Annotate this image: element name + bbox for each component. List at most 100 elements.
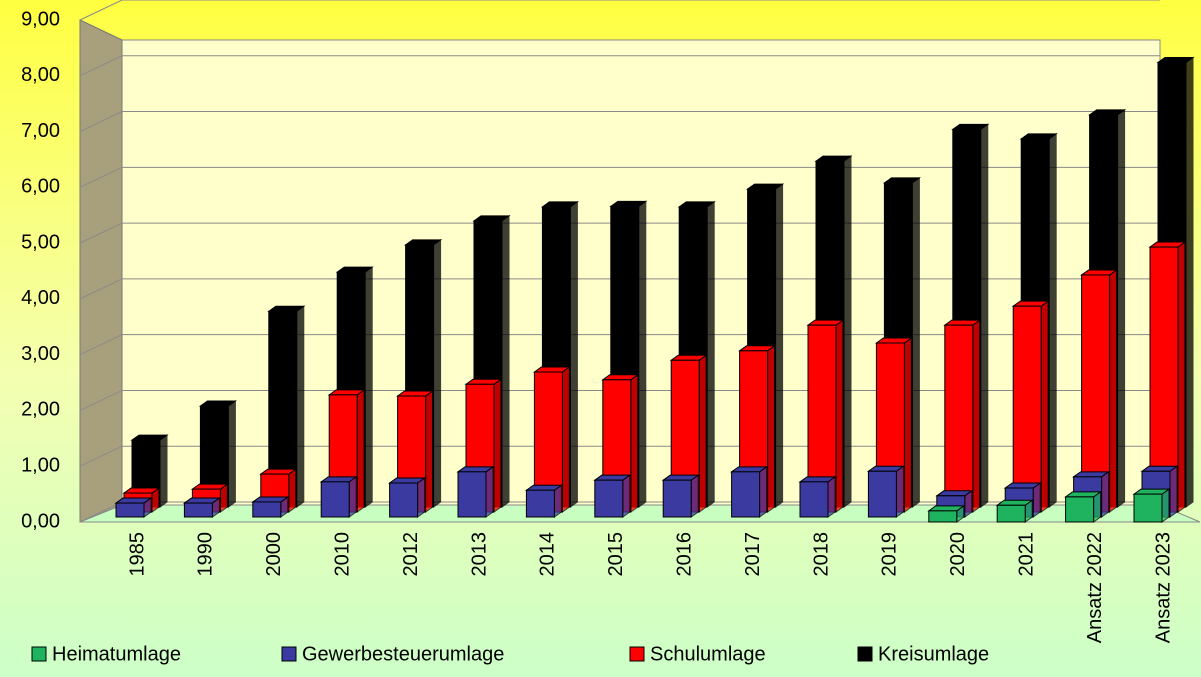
bar-side [561,366,570,513]
bar-top [943,319,982,326]
x-tick-label: 2021 [1015,532,1037,577]
bar-side [501,214,510,508]
bar-side [843,155,852,508]
bar-side [356,388,365,513]
bar-side [493,378,502,513]
side-wall [79,19,123,523]
bar-top [677,201,716,208]
y-tick-label: 4,00 [21,287,60,309]
bar [799,481,829,518]
bar-side [767,344,776,513]
x-tick-label: 2015 [605,532,627,577]
x-tick-label: 2000 [263,532,285,577]
legend-swatch [31,646,47,662]
y-tick-label: 3,00 [21,343,60,365]
bar-side [1117,108,1126,508]
bar-top [669,354,708,361]
bar-top [746,183,785,190]
bar-side [569,200,578,508]
bar-top [806,319,845,326]
bar-side [364,266,373,508]
bar-side [1040,300,1049,513]
bar-top [251,496,290,503]
bar-top [396,390,435,397]
bar-side [417,477,426,518]
bar-top [1148,241,1187,248]
bar-side [348,475,357,518]
bar [1133,493,1163,523]
bar-top [540,201,579,208]
grid-line [79,222,1160,244]
bar-top [995,499,1034,506]
x-tick-label: Ansatz 2022 [1084,532,1106,643]
bar-top [814,155,853,162]
bar [944,324,974,513]
bar-side [827,475,836,518]
bar-top [1080,269,1119,276]
bar-side [159,434,168,508]
bar-top [327,389,366,396]
grid-line [79,111,1160,133]
y-tick-label: 6,00 [21,176,60,198]
bar-side [698,354,707,513]
bar-side [1185,56,1194,508]
grid-line [79,278,1160,300]
bar-top [464,378,503,385]
bar-top [388,477,427,484]
legend-label: Heimatumlage [52,643,181,665]
bar-top [1088,109,1127,116]
bar-side [1048,132,1057,508]
bar-top [319,476,358,483]
bar-top [267,305,306,312]
bar-top [866,465,905,472]
bar-side [425,390,434,513]
legend-label: Gewerbesteuerumlage [302,643,504,665]
bar-top [1003,482,1042,489]
legend-swatch [629,646,645,662]
bar-top [874,337,913,344]
bar-top [1011,300,1050,307]
x-tick-label: 1990 [195,532,217,577]
bar-side [296,305,305,508]
bar-top [532,366,571,373]
y-tick-label: 5,00 [21,231,60,253]
bar-top [798,476,837,483]
bar-top [259,468,298,475]
bar-side [433,238,442,508]
bar-top [935,490,974,497]
bar-top [1072,471,1111,478]
bar-side [911,176,920,508]
y-tick-label: 7,00 [21,120,60,142]
bar-side [485,465,494,518]
bar-top [738,345,777,352]
y-tick-label: 8,00 [21,64,60,86]
bar-side [775,183,784,508]
bar-top [182,497,221,504]
grid-line [79,55,1160,77]
bar [594,479,624,518]
bar-top [1132,488,1171,495]
bar-top [730,466,769,473]
bar-top [1156,56,1195,63]
bar [320,481,350,518]
bar [1065,496,1095,523]
bar-top [190,483,229,490]
grid-line [79,166,1160,188]
bar-side [288,468,297,513]
x-tick-label: 2016 [673,532,695,577]
bar-top [456,466,495,473]
bar-side [690,474,699,518]
bar-top [130,434,169,441]
bar-top [198,400,237,407]
bar-top [1019,133,1058,140]
x-tick-label: 2017 [742,532,764,577]
bar-top [609,200,648,207]
bar-top [122,487,161,494]
bar [731,471,761,518]
bar [1012,305,1042,513]
bar-top [601,374,640,381]
bar-top [472,215,511,222]
x-tick-label: 2010 [331,532,353,577]
y-tick-label: 0,00 [21,510,60,532]
y-tick-label: 1,00 [21,455,60,477]
